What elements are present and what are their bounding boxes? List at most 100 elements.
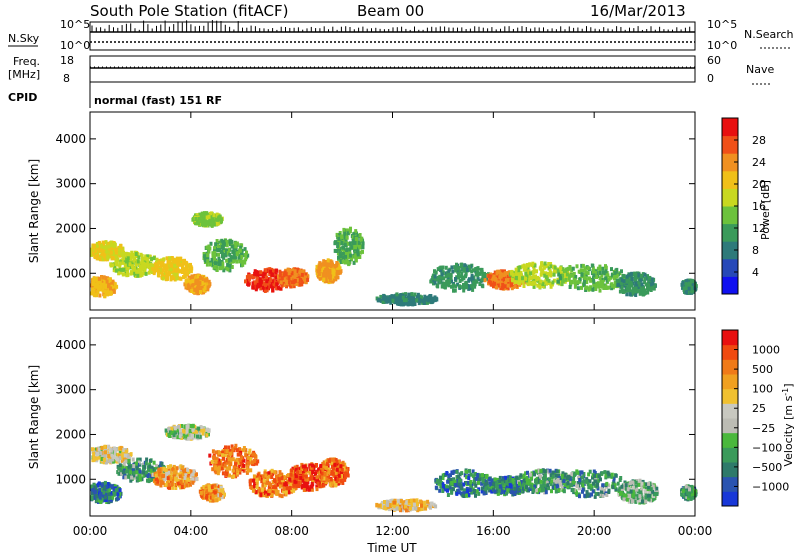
range-gate-cell [356, 241, 359, 246]
range-gate-cell [208, 453, 212, 458]
range-gate-cell [643, 277, 647, 281]
range-gate-cell [127, 474, 131, 479]
range-gate-cell [547, 266, 551, 271]
range-gate-cell [105, 249, 109, 254]
range-gate-cell [399, 293, 403, 298]
range-gate-cell [361, 249, 364, 254]
range-gate-cell [157, 260, 161, 265]
range-gate-cell [104, 240, 108, 245]
range-gate-cell [335, 232, 339, 237]
range-gate-cell [408, 298, 412, 303]
range-gate-cell [181, 468, 185, 473]
range-gate-cell [118, 264, 122, 269]
range-gate-cell [110, 243, 114, 248]
range-gate-cell [143, 268, 147, 273]
range-gate-cell [125, 469, 129, 474]
range-gate-cell [265, 275, 268, 280]
range-gate-cell [240, 254, 244, 259]
range-gate-cell [187, 436, 191, 441]
range-gate-cell [122, 456, 126, 461]
range-gate-cell [109, 240, 113, 245]
range-gate-cell [211, 489, 215, 494]
range-gate-cell [633, 271, 637, 276]
range-gate-cell [400, 299, 404, 304]
range-gate-cell [159, 475, 163, 480]
range-gate-cell [282, 273, 286, 278]
range-gate-cell [285, 281, 289, 286]
beam-title: Beam 00 [357, 2, 424, 20]
range-gate-cell [416, 292, 420, 297]
range-gate-cell [100, 457, 104, 461]
range-gate-cell [476, 273, 480, 277]
range-gate-cell [152, 264, 156, 269]
range-gate-cell [202, 222, 205, 227]
range-gate-cell [211, 263, 215, 268]
range-gate-cell [461, 285, 465, 290]
range-gate-cell [628, 284, 632, 289]
range-gate-cell [249, 468, 253, 473]
range-gate-cell [540, 262, 543, 267]
range-gate-cell [558, 270, 562, 275]
range-gate-cell [499, 272, 503, 277]
range-gate-cell [559, 266, 563, 271]
range-gate-cell [449, 272, 453, 277]
range-gate-cell [173, 277, 177, 282]
range-gate-cell [265, 279, 269, 284]
range-gate-cell [401, 295, 405, 300]
range-gate-cell [584, 288, 588, 292]
range-gate-cell [615, 274, 619, 279]
range-gate-cell [433, 280, 437, 285]
range-gate-cell [116, 257, 120, 262]
range-gate-cell [124, 475, 128, 480]
range-gate-cell [361, 241, 365, 246]
range-gate-cell [354, 258, 358, 263]
range-gate-cell [121, 246, 125, 251]
range-gate-cell [634, 276, 638, 281]
range-gate-cell [207, 249, 211, 254]
range-gate-cell [248, 274, 252, 279]
range-gate-cell [177, 424, 180, 429]
range-gate-cell [194, 221, 197, 226]
range-gate-cell [168, 434, 172, 438]
range-gate-cell [293, 275, 297, 280]
range-gate-cell [145, 257, 149, 262]
range-gate-cell [496, 283, 500, 288]
range-gate-cell [517, 276, 521, 281]
range-gate-cell [118, 455, 122, 460]
power-colorbar-label: Power [dB] [759, 180, 772, 240]
range-gate-cell [113, 286, 117, 291]
range-gate-cell [98, 279, 102, 284]
range-gate-cell [332, 272, 336, 277]
range-gate-cell [259, 272, 263, 277]
range-gate-cell [128, 265, 132, 270]
range-gate-cell [92, 276, 96, 281]
range-gate-cell [167, 482, 171, 487]
range-gate-cell [514, 275, 518, 280]
range-gate-cell [177, 481, 180, 486]
range-gate-cell [161, 478, 165, 483]
range-gate-cell [440, 275, 444, 280]
range-gate-cell [123, 453, 127, 458]
range-gate-cell [217, 493, 221, 498]
range-gate-cell [235, 251, 239, 256]
range-gate-cell [95, 276, 99, 281]
range-gate-cell [603, 271, 607, 276]
range-gate-cell [224, 253, 228, 258]
range-gate-cell [191, 477, 195, 482]
range-gate-cell [181, 261, 185, 266]
range-gate-cell [132, 470, 136, 475]
range-gate-cell [191, 288, 195, 293]
range-gate-cell [200, 219, 204, 223]
range-gate-cell [208, 246, 212, 251]
range-gate-cell [143, 464, 147, 469]
range-gate-cell [343, 231, 347, 236]
range-gate-cell [289, 276, 293, 281]
range-gate-cell [186, 278, 190, 283]
range-gate-cell [197, 274, 200, 279]
range-gate-cell [141, 256, 144, 261]
range-gate-cell [571, 266, 575, 271]
range-gate-cell [247, 282, 251, 287]
range-gate-cell [481, 284, 485, 289]
range-gate-cell [451, 284, 455, 289]
range-gate-cell [104, 492, 108, 497]
